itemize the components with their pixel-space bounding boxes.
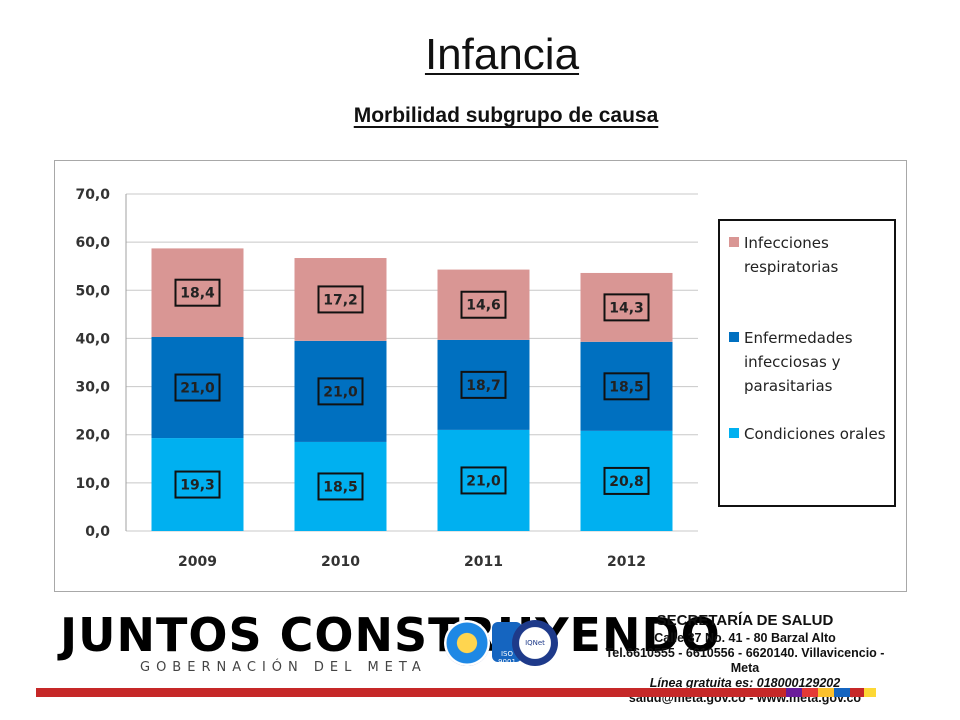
color-bar-segment bbox=[276, 688, 396, 697]
chart-frame: 0,0 10,0 20,0 30,0 40,0 50,0 60,0 70,0 19,3 21,0 1… bbox=[54, 160, 907, 592]
data-label-box bbox=[603, 372, 650, 401]
data-label-box bbox=[174, 373, 221, 402]
contact-block: SECRETARÍA DE SALUD Calle 37 No. 41 - 80… bbox=[590, 612, 900, 706]
y-tick-label: 70,0 bbox=[75, 187, 110, 203]
bar-segment bbox=[580, 272, 673, 342]
data-label-box bbox=[460, 370, 507, 399]
color-bar-segment bbox=[818, 688, 834, 697]
contact-phones: Tel.6610555 - 6610556 - 6620140. Villavi… bbox=[605, 646, 885, 675]
data-label: 18,5 bbox=[323, 479, 358, 495]
iso-label: ISO 9001 bbox=[498, 650, 516, 666]
x-tick-label: 2009 bbox=[178, 554, 217, 570]
y-tick-label: 10,0 bbox=[75, 476, 110, 492]
data-label: 20,8 bbox=[609, 474, 644, 490]
contact-address: Calle 37 No. 41 - 80 Barzal Alto bbox=[654, 631, 836, 645]
data-label: 19,3 bbox=[180, 478, 215, 494]
color-bar-segment bbox=[516, 688, 636, 697]
data-label: 14,3 bbox=[609, 300, 644, 316]
bar-segment bbox=[151, 438, 244, 531]
data-label: 18,5 bbox=[609, 379, 644, 395]
logo-text: JUNTOS CONSTRUYENDO bbox=[60, 608, 721, 662]
legend-swatch bbox=[729, 332, 739, 342]
color-bar-segment bbox=[156, 688, 276, 697]
slide-subtitle: Morbilidad subgrupo de causa bbox=[353, 104, 659, 127]
y-tick-label: 0,0 bbox=[85, 524, 110, 540]
slide-title: Infancia bbox=[424, 30, 580, 79]
contact-title: SECRETARÍA DE SALUD bbox=[656, 612, 834, 629]
color-bar-segment bbox=[834, 688, 850, 697]
legend-box bbox=[718, 219, 896, 507]
juntos-construyendo-logo: JUNTOS CONSTRUYENDO bbox=[60, 612, 721, 658]
footer-color-bar bbox=[36, 688, 926, 697]
iqnet-certification-icon: IQNet bbox=[512, 620, 558, 666]
bar-segment bbox=[437, 429, 530, 531]
government-seal-icon bbox=[444, 620, 490, 666]
contact-free-line: Línea gratuita es: 018000129202 bbox=[649, 676, 841, 690]
bar-segment bbox=[580, 341, 673, 431]
x-tick-label: 2010 bbox=[321, 554, 360, 570]
legend-label: Enfermedades infecciosas y parasitarias bbox=[744, 329, 853, 395]
data-label: 18,7 bbox=[466, 378, 501, 394]
data-label-box bbox=[317, 285, 364, 314]
bar-segment bbox=[437, 269, 530, 340]
stacked-bar-chart: 0,0 10,0 20,0 30,0 40,0 50,0 60,0 70,0 19,3 21,0 1… bbox=[75, 187, 896, 570]
data-label-box bbox=[603, 293, 650, 322]
color-bar-segment bbox=[636, 688, 786, 697]
color-bar-segment bbox=[802, 688, 818, 697]
data-label-box bbox=[317, 377, 364, 406]
color-bar-segment bbox=[396, 688, 516, 697]
y-tick-label: 50,0 bbox=[75, 283, 110, 299]
y-tick-label: 30,0 bbox=[75, 380, 110, 396]
data-label: 14,6 bbox=[466, 298, 501, 314]
x-tick-label: 2011 bbox=[464, 554, 503, 570]
legend-swatch bbox=[729, 428, 739, 438]
color-bar-segment bbox=[786, 688, 802, 697]
data-label-box bbox=[603, 466, 650, 495]
y-tick-label: 60,0 bbox=[75, 235, 110, 251]
data-label: 21,0 bbox=[180, 381, 215, 397]
y-tick-label: 40,0 bbox=[75, 331, 110, 347]
iqnet-label: IQNet bbox=[525, 639, 545, 647]
bar-segment bbox=[294, 340, 387, 442]
footer: JUNTOS CONSTRUYENDO GOBERNACIÓN DEL META… bbox=[0, 594, 960, 720]
data-label: 21,0 bbox=[323, 384, 358, 400]
data-label-box bbox=[174, 470, 221, 499]
data-label-box bbox=[460, 466, 507, 495]
bar-segment bbox=[151, 336, 244, 439]
bar-segment bbox=[294, 258, 387, 341]
legend-label: Condiciones orales bbox=[744, 425, 886, 443]
data-label: 18,4 bbox=[180, 286, 215, 302]
bar-segment bbox=[580, 430, 673, 531]
color-bar-segment bbox=[864, 688, 876, 697]
y-tick-label: 20,0 bbox=[75, 428, 110, 444]
legend-label: Infecciones respiratorias bbox=[744, 234, 839, 276]
bar-segment bbox=[437, 339, 530, 430]
bar-segment bbox=[151, 248, 244, 337]
data-label-box bbox=[460, 290, 507, 319]
bar-segment bbox=[294, 441, 387, 531]
logo-subtitle: GOBERNACIÓN DEL META bbox=[140, 660, 427, 675]
data-label-box bbox=[317, 472, 364, 501]
data-label-box bbox=[174, 278, 221, 307]
color-bar-segment bbox=[36, 688, 156, 697]
x-tick-label: 2012 bbox=[607, 554, 646, 570]
data-label: 21,0 bbox=[466, 473, 501, 489]
color-bar-segment bbox=[850, 688, 864, 697]
data-label: 17,2 bbox=[323, 292, 358, 308]
legend-swatch bbox=[729, 237, 739, 247]
